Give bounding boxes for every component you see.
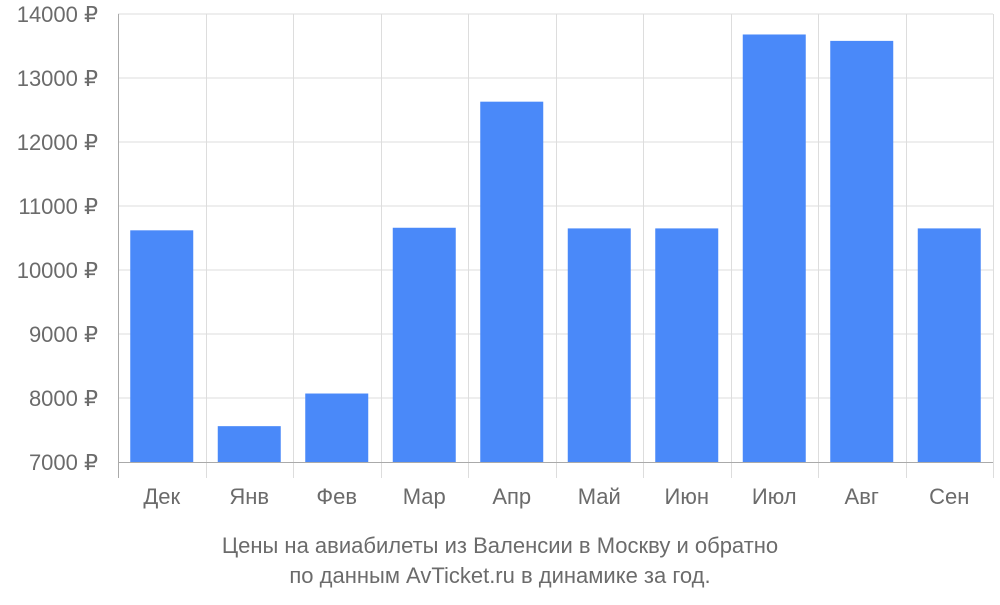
y-tick-label: 7000 ₽ — [29, 450, 98, 475]
chart-caption-line-2: по данным AvTicket.ru в динамике за год. — [289, 563, 711, 588]
x-tick-label: Июл — [752, 484, 797, 509]
y-tick-label: 9000 ₽ — [29, 322, 98, 347]
bar-2 — [305, 393, 369, 462]
x-tick-label: Сен — [929, 484, 969, 509]
bar-9 — [917, 228, 981, 462]
y-tick-label: 8000 ₽ — [29, 386, 98, 411]
x-tick-label: Мар — [403, 484, 446, 509]
bar-8 — [830, 40, 894, 462]
x-tick-label: Фев — [316, 484, 357, 509]
x-tick-label: Июн — [665, 484, 709, 509]
bar-6 — [655, 228, 719, 462]
x-tick-labels: Дек Янв Фев Мар Апр Май Июн Июл Авг Сен — [143, 484, 969, 509]
y-tick-label: 11000 ₽ — [18, 194, 98, 219]
bar-1 — [217, 426, 281, 462]
chart-caption-line-1: Цены на авиабилеты из Валенсии в Москву … — [221, 533, 779, 558]
y-tick-label: 12000 ₽ — [17, 130, 98, 155]
grid-lines — [118, 13, 994, 478]
bars — [130, 34, 981, 463]
y-tick-label: 10000 ₽ — [17, 258, 98, 283]
bar-4 — [480, 101, 544, 463]
x-tick-label: Янв — [229, 484, 269, 509]
bar-7 — [742, 34, 806, 462]
bar-5 — [567, 228, 631, 462]
x-tick-label: Дек — [143, 484, 180, 509]
y-tick-labels: 7000 ₽ 8000 ₽ 9000 ₽ 10000 ₽ 11000 ₽ 12000 ₽ 1… — [17, 2, 98, 475]
bar-0 — [130, 230, 194, 462]
y-tick-label: 14000 ₽ — [17, 2, 98, 27]
x-tick-label: Авг — [845, 484, 879, 509]
x-tick-label: Май — [578, 484, 621, 509]
bar-3 — [392, 227, 456, 462]
y-tick-label: 13000 ₽ — [17, 66, 98, 91]
axes — [118, 14, 993, 478]
x-tick-label: Апр — [492, 484, 531, 509]
